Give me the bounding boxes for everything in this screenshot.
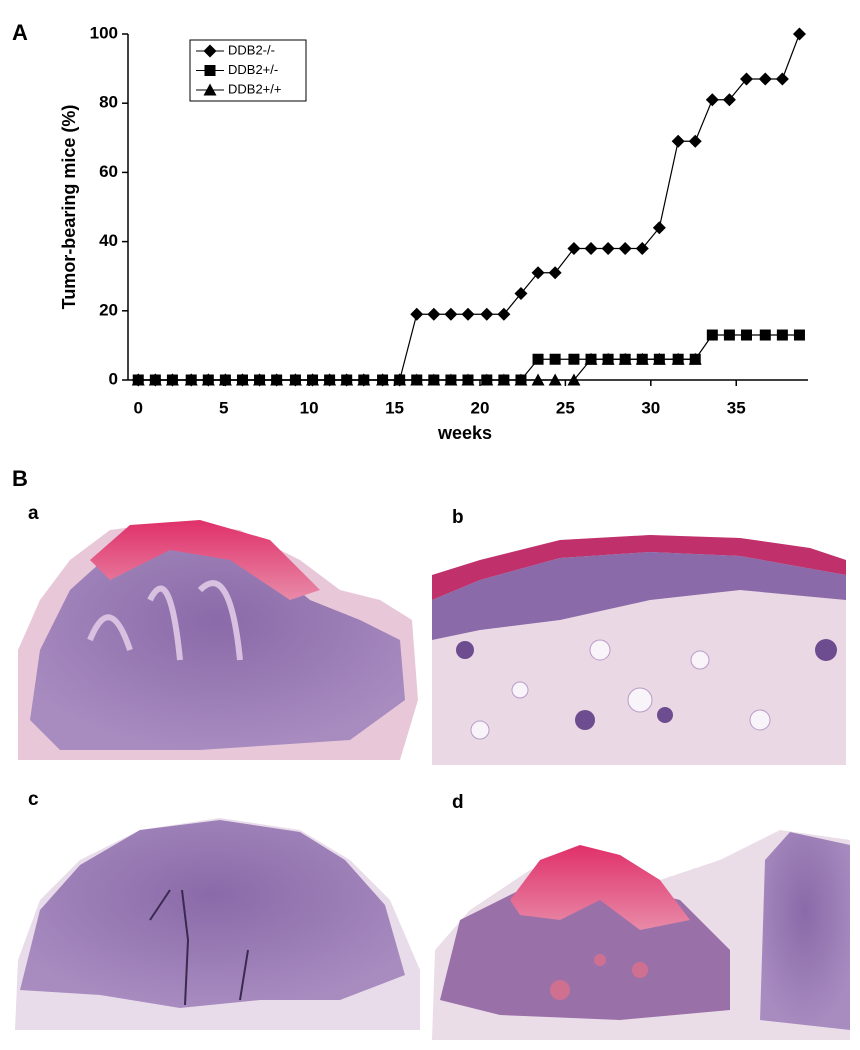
marker (462, 374, 474, 386)
legend-label: DDB2-/- (228, 42, 275, 57)
marker (218, 373, 232, 387)
marker (288, 373, 302, 387)
marker (531, 266, 545, 280)
marker (428, 374, 440, 386)
x-tick-label: 20 (470, 398, 489, 417)
panel-label: A (12, 20, 28, 45)
marker (758, 72, 772, 86)
y-tick-label: 100 (90, 23, 118, 42)
y-tick-label: 20 (99, 300, 118, 319)
micrograph-label: a (28, 503, 39, 524)
x-tick-label: 0 (134, 398, 143, 417)
marker (723, 329, 735, 341)
marker (739, 72, 753, 86)
x-tick-label: 10 (300, 398, 319, 417)
marker (567, 242, 581, 256)
micrograph: b (432, 507, 846, 765)
marker (722, 93, 736, 107)
marker (306, 373, 320, 387)
marker (461, 307, 475, 321)
legend-label: DDB2+/- (228, 62, 278, 77)
marker (792, 27, 806, 41)
marker (411, 374, 423, 386)
y-tick-label: 60 (99, 162, 118, 181)
marker (568, 353, 580, 365)
marker (652, 221, 666, 235)
marker (481, 374, 493, 386)
marker (672, 353, 684, 365)
x-tick-label: 35 (727, 398, 746, 417)
marker (618, 242, 632, 256)
marker (514, 287, 528, 300)
micrograph-label: b (452, 507, 464, 528)
marker (548, 373, 562, 386)
marker (759, 329, 771, 341)
marker (619, 353, 631, 365)
marker (688, 134, 702, 148)
marker (776, 329, 788, 341)
marker (775, 72, 789, 86)
marker (531, 373, 545, 386)
marker (635, 242, 649, 256)
marker (584, 242, 598, 256)
micrograph-label: c (28, 789, 39, 810)
x-tick-label: 25 (556, 398, 575, 417)
x-tick-label: 15 (385, 398, 404, 417)
y-tick-label: 80 (99, 93, 118, 112)
marker (689, 353, 701, 365)
marker (427, 307, 441, 321)
micrograph: a (18, 503, 418, 760)
marker (585, 353, 597, 365)
marker (706, 329, 718, 341)
marker (567, 373, 581, 386)
marker (705, 93, 719, 107)
marker (184, 373, 198, 387)
marker (497, 307, 511, 321)
marker (253, 373, 267, 387)
x-axis-title: weeks (437, 423, 492, 443)
x-tick-label: 5 (219, 398, 228, 417)
marker (532, 353, 544, 365)
y-tick-label: 0 (109, 369, 118, 388)
micrograph-label: d (452, 792, 464, 813)
marker (793, 329, 805, 341)
legend-label: DDB2+/+ (228, 81, 281, 96)
marker (740, 329, 752, 341)
x-tick-label: 30 (641, 398, 660, 417)
marker (148, 373, 162, 387)
marker (201, 373, 215, 387)
marker (165, 373, 179, 387)
legend-marker (203, 44, 217, 58)
panel-label: B (12, 466, 28, 491)
y-axis-title: Tumor-bearing mice (%) (59, 105, 79, 310)
marker (444, 307, 458, 321)
micrograph: c (15, 789, 420, 1030)
legend-marker (203, 83, 217, 96)
marker (131, 373, 145, 387)
micrograph: d (432, 792, 850, 1040)
marker (393, 373, 407, 387)
marker (653, 353, 665, 365)
marker (410, 307, 424, 321)
marker (445, 374, 457, 386)
marker (601, 242, 615, 256)
marker (498, 374, 510, 386)
legend-marker (204, 65, 216, 76)
marker (357, 373, 371, 387)
marker (340, 373, 354, 387)
marker (671, 134, 685, 148)
marker (636, 353, 648, 365)
marker (323, 373, 337, 387)
marker (270, 373, 284, 387)
marker (376, 373, 390, 387)
marker (480, 307, 494, 321)
marker (235, 373, 249, 387)
marker (549, 353, 561, 365)
marker (515, 374, 527, 386)
marker (602, 353, 614, 365)
marker (548, 266, 562, 280)
y-tick-label: 40 (99, 231, 118, 250)
